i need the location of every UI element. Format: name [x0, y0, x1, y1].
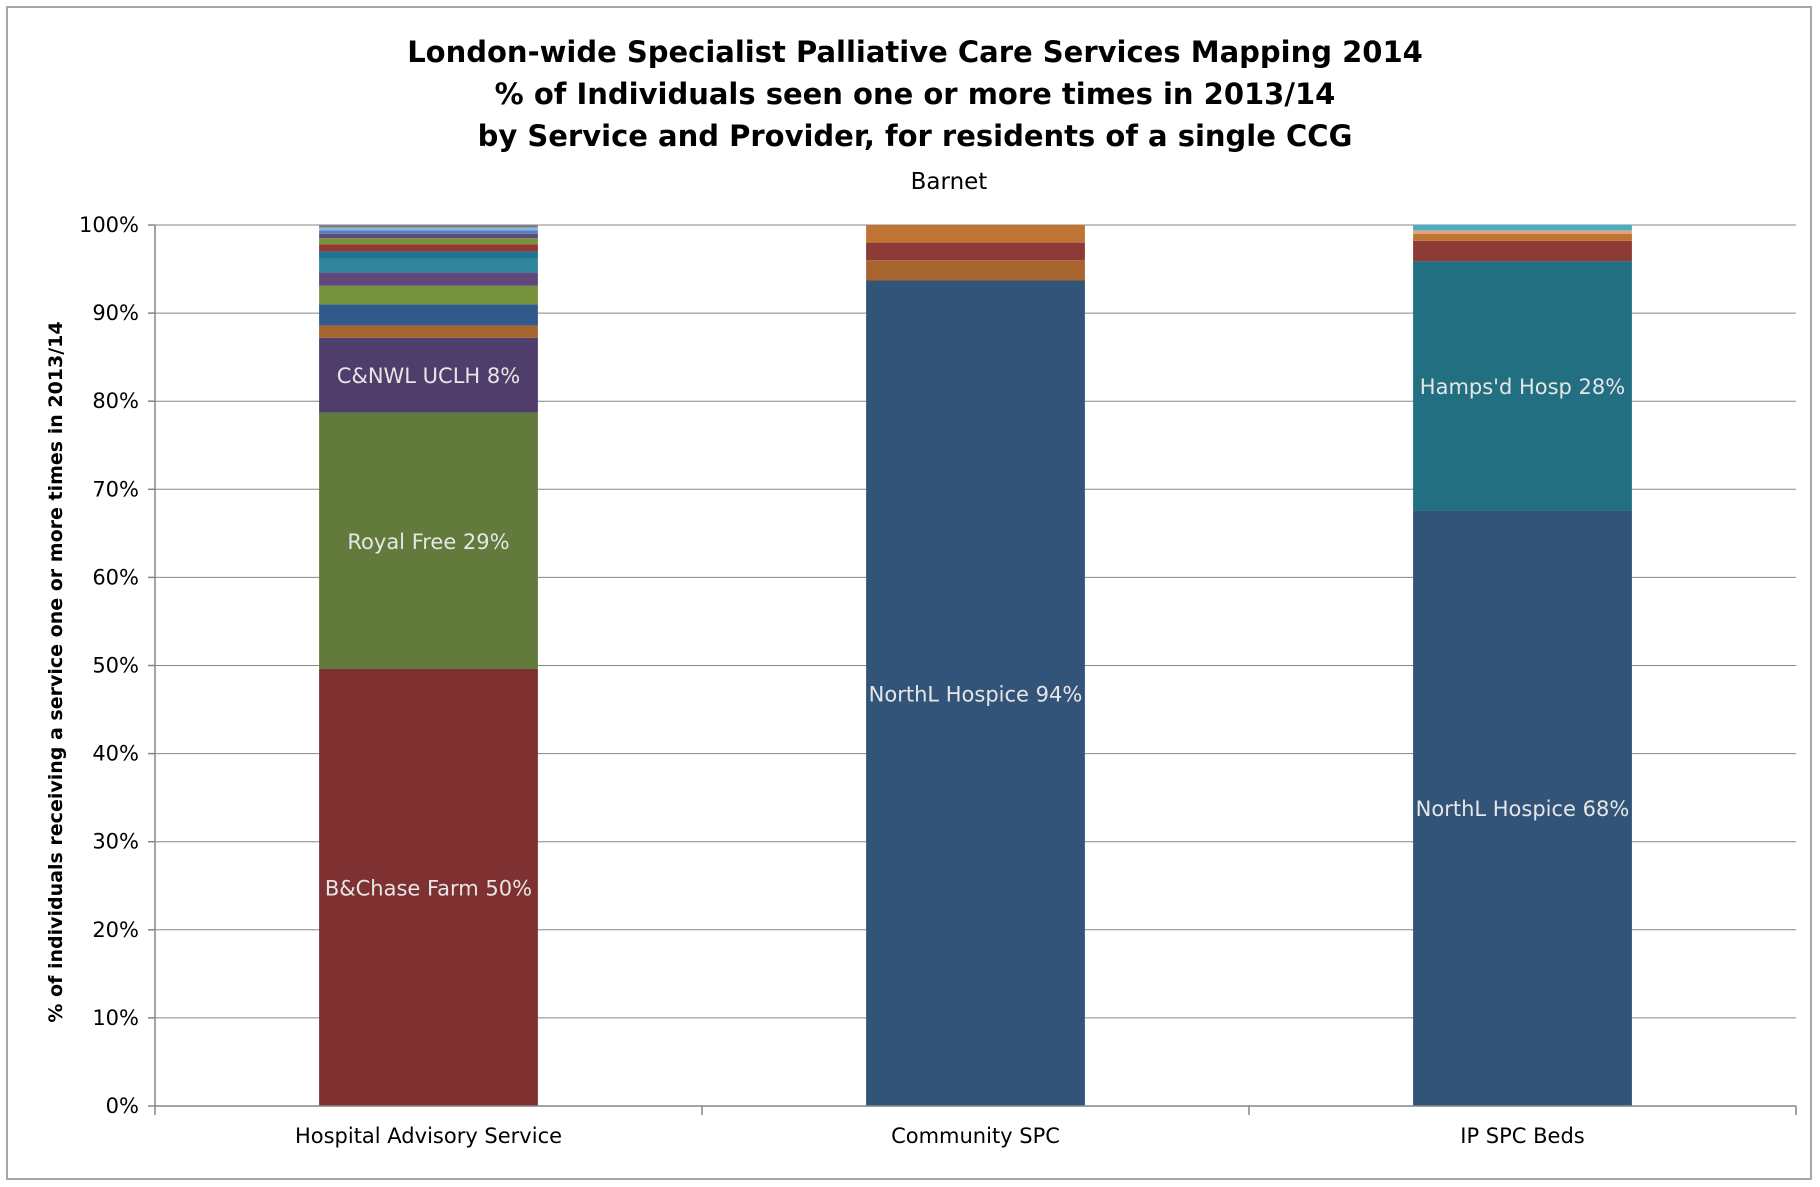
- bar-segment: [319, 233, 538, 239]
- y-tick-label: 20%: [92, 918, 139, 942]
- title-line-2: % of Individuals seen one or more times …: [495, 77, 1336, 111]
- bar-segment: [319, 238, 538, 245]
- chart-title: London-wide Specialist Palliative Care S…: [407, 35, 1423, 153]
- bar-segment: [319, 337, 538, 413]
- bar-segment: [866, 280, 1085, 1106]
- bar-segment: [319, 230, 538, 234]
- bar-segment: [1413, 230, 1632, 234]
- title-line-3: by Service and Provider, for residents o…: [478, 119, 1353, 153]
- y-axis-label: % of individuals receiving a service one…: [45, 321, 67, 1022]
- x-axis: Hospital Advisory Service Community SPC IP…: [154, 225, 1797, 1148]
- bar-segment: [319, 251, 538, 259]
- bar-segment: [319, 285, 538, 305]
- bar-data-label: Hamps'd Hosp 28%: [1420, 375, 1625, 399]
- bar-segment: [319, 304, 538, 326]
- bar-segment: [319, 225, 538, 228]
- bar-data-label: B&Chase Farm 50%: [325, 877, 532, 901]
- y-tick-label: 40%: [92, 742, 139, 766]
- bar-segment: [1413, 240, 1632, 262]
- y-tick-label: 30%: [92, 830, 139, 854]
- chart-subtitle: Barnet: [911, 169, 988, 195]
- bars: [319, 225, 1632, 1107]
- y-tick-label: 10%: [92, 1006, 139, 1030]
- chart-svg: London-wide Specialist Palliative Care S…: [45, 35, 1797, 1148]
- bar-segment: [866, 225, 1085, 243]
- bar-data-label: Royal Free 29%: [347, 530, 509, 554]
- bar-segment: [1413, 233, 1632, 241]
- x-category-label: IP SPC Beds: [1460, 1124, 1584, 1148]
- bar-segment: [866, 242, 1085, 261]
- bar-segment: [866, 260, 1085, 281]
- y-tick-label: 80%: [92, 389, 139, 413]
- bar-data-label: NorthL Hospice 68%: [1416, 797, 1630, 821]
- bar-segment: [1413, 510, 1632, 1107]
- bar-segment: [1413, 225, 1632, 231]
- y-tick-label: 50%: [92, 654, 139, 678]
- y-tick-label: 0%: [106, 1094, 139, 1118]
- y-tick-label: 90%: [92, 301, 139, 325]
- data-labels: B&Chase Farm 50% Royal Free 29% C&NWL UCLH…: [325, 364, 1629, 900]
- bar-segment: [1413, 261, 1632, 511]
- bar-data-label: C&NWL UCLH 8%: [337, 364, 520, 388]
- y-tick-label: 70%: [92, 477, 139, 501]
- bar-segment: [319, 258, 538, 273]
- bar-segment: [319, 669, 538, 1106]
- bar-segment: [319, 272, 538, 286]
- y-tick-label: 60%: [92, 565, 139, 589]
- y-tick-label: 100%: [79, 213, 139, 237]
- x-category-label: Hospital Advisory Service: [295, 1124, 562, 1148]
- bar-segment: [319, 412, 538, 670]
- bar-segment: [319, 227, 538, 231]
- title-line-1: London-wide Specialist Palliative Care S…: [407, 35, 1423, 69]
- bar-segment: [319, 244, 538, 252]
- bar-segment: [319, 325, 538, 338]
- chart-frame: London-wide Specialist Palliative Care S…: [6, 6, 1812, 1180]
- y-axis-ticks: 0% 10% 20% 30% 40% 50% 60% 70% 80% 90% 100%: [79, 213, 155, 1118]
- bar-data-label: NorthL Hospice 94%: [869, 682, 1083, 706]
- x-category-label: Community SPC: [891, 1124, 1060, 1148]
